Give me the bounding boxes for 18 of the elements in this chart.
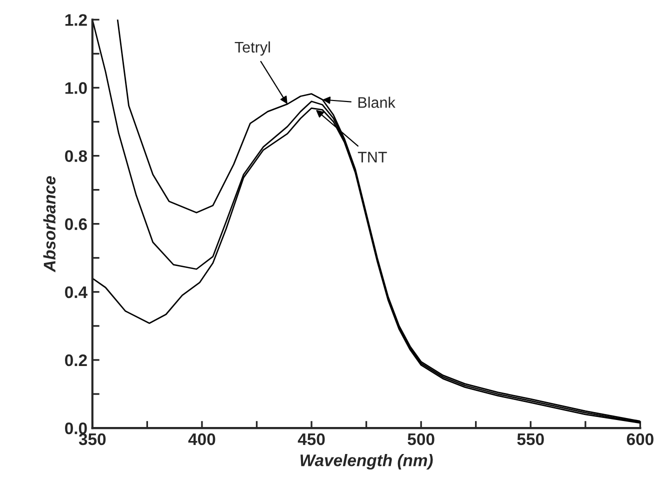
x-tick-label: 500 (408, 433, 434, 446)
annotation: Tetryl (234, 41, 270, 56)
y-tick-label: 0.4 (65, 286, 88, 298)
y-tick-label: 1.2 (65, 14, 87, 26)
x-tick-label: 550 (517, 433, 544, 446)
annotation: Blank (358, 96, 396, 108)
y-tick-label: 0.8 (65, 150, 88, 162)
x-axis-title: Wavelength (nm) (300, 454, 433, 470)
y-axis-title: Absorbance (43, 176, 56, 272)
x-tick-label: 350 (78, 433, 106, 446)
annotation: TNT (358, 152, 387, 162)
x-tick-label: 600 (626, 433, 654, 446)
x-tick-label: 400 (188, 433, 216, 446)
x-tick-label: 450 (298, 433, 325, 446)
y-tick-label: 1.0 (65, 82, 87, 94)
y-tick-label: 0.0 (65, 422, 87, 434)
y-tick-label: 0.2 (65, 354, 87, 366)
y-tick-label: 0.6 (65, 218, 87, 230)
